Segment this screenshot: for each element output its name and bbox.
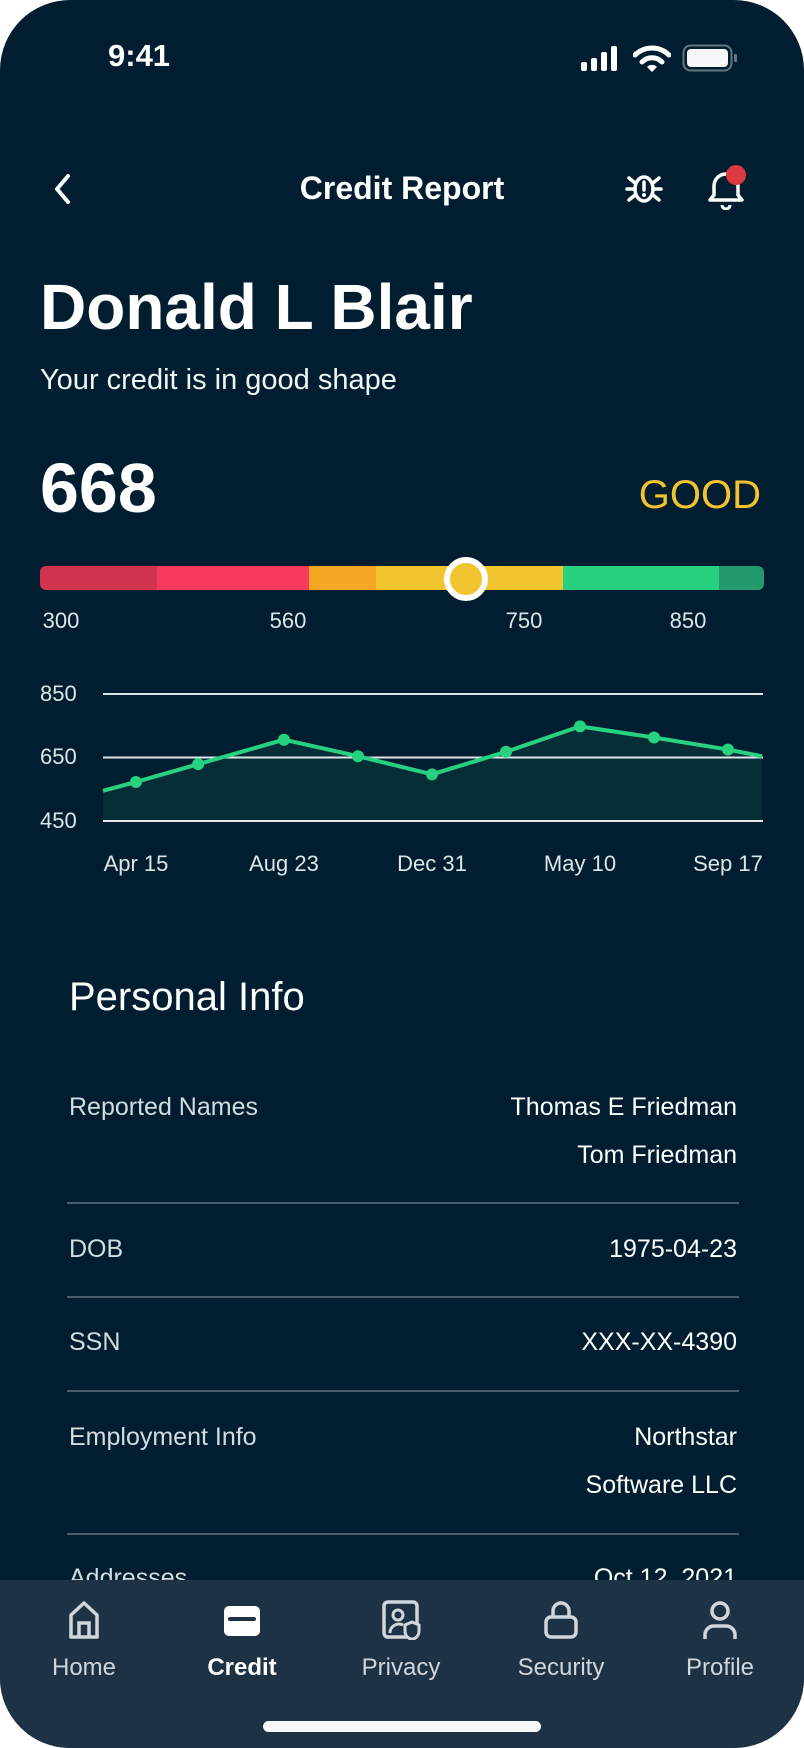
tab-home[interactable]: Home [14,1600,154,1682]
divider [67,1390,739,1392]
score-range-bar [40,566,764,590]
lock-icon [544,1601,578,1639]
score-bar-segment [308,566,376,590]
status-time: 9:41 [108,38,171,73]
tab-security[interactable]: Security [491,1600,631,1682]
tab-label: Home [51,1654,117,1681]
bottom-tab-bar: Home Credit Privacy Security Profile [0,1580,804,1748]
row-label-reported-names: Reported Names [69,1093,258,1121]
credit-rating: GOOD [638,473,761,517]
tab-profile[interactable]: Profile [650,1600,790,1682]
wifi-icon [633,45,671,72]
divider [67,1533,739,1535]
data-point [574,720,586,733]
tab-label: Security [517,1654,605,1681]
personal-info-title: Personal Info [69,975,305,1019]
privacy-shield-icon [382,1600,421,1640]
home-indicator[interactable] [263,1721,541,1732]
user-name: Donald L Blair [40,271,473,343]
battery-icon [682,44,737,72]
x-tick-label: Aug 23 [249,851,319,876]
bell-icon[interactable] [704,164,748,210]
chart-area-fill [103,726,763,821]
data-point [192,758,205,771]
data-point [352,750,364,763]
score-bar-segment [563,566,720,590]
scale-label: 850 [669,608,707,633]
divider [67,1296,739,1298]
row-value-reported-names: Thomas E Friedman Tom Friedman [511,1083,737,1179]
x-tick-label: Sep 17 [693,851,763,876]
y-tick-label: 850 [40,681,77,706]
page-title: Credit Report [299,170,505,206]
row-label-dob: DOB [69,1235,124,1263]
score-bar-segment [157,566,309,590]
x-tick-label: Dec 31 [397,851,467,876]
reported-name: Thomas E Friedman [510,1093,737,1121]
back-chevron-icon[interactable] [50,172,76,206]
bug-icon[interactable] [624,168,664,208]
scale-label: 750 [505,608,543,633]
credit-card-icon [224,1606,260,1636]
divider [67,1202,739,1204]
employer-line: Software LLC [585,1471,737,1499]
data-point [130,775,142,788]
row-label-ssn: SSN [69,1328,121,1356]
data-point [500,745,512,758]
credit-score: 668 [40,449,157,527]
data-point [426,768,438,781]
score-bar-segment [719,566,764,590]
row-label-employment: Employment Info [69,1423,257,1451]
y-tick-label: 650 [40,744,77,769]
credit-summary: Your credit is in good shape [40,364,397,396]
tab-label: Privacy [361,1654,441,1681]
data-point [722,743,734,756]
score-marker [444,557,488,601]
scale-label: 560 [269,608,307,633]
notification-dot [726,165,746,185]
y-tick-label: 450 [40,808,77,833]
employer-line: Northstar [634,1423,737,1451]
data-point [278,733,290,746]
row-value-ssn: XXX-XX-4390 [581,1328,737,1356]
reported-name: Tom Friedman [577,1141,737,1169]
person-icon [703,1601,737,1639]
tab-label: Credit [207,1654,277,1681]
row-value-dob: 1975-04-23 [609,1235,737,1263]
tab-credit[interactable]: Credit [172,1600,312,1682]
tab-privacy[interactable]: Privacy [331,1600,471,1682]
score-history-chart [102,693,763,822]
scale-label: 300 [42,608,80,633]
tab-label: Profile [685,1654,755,1681]
score-bar-segment [40,566,158,590]
data-point [648,731,660,744]
x-tick-label: May 10 [543,851,617,876]
signal-icon [581,46,617,71]
row-value-employment: Northstar Software LLC [586,1413,737,1509]
home-icon [69,1601,99,1639]
x-tick-label: Apr 15 [103,851,169,876]
